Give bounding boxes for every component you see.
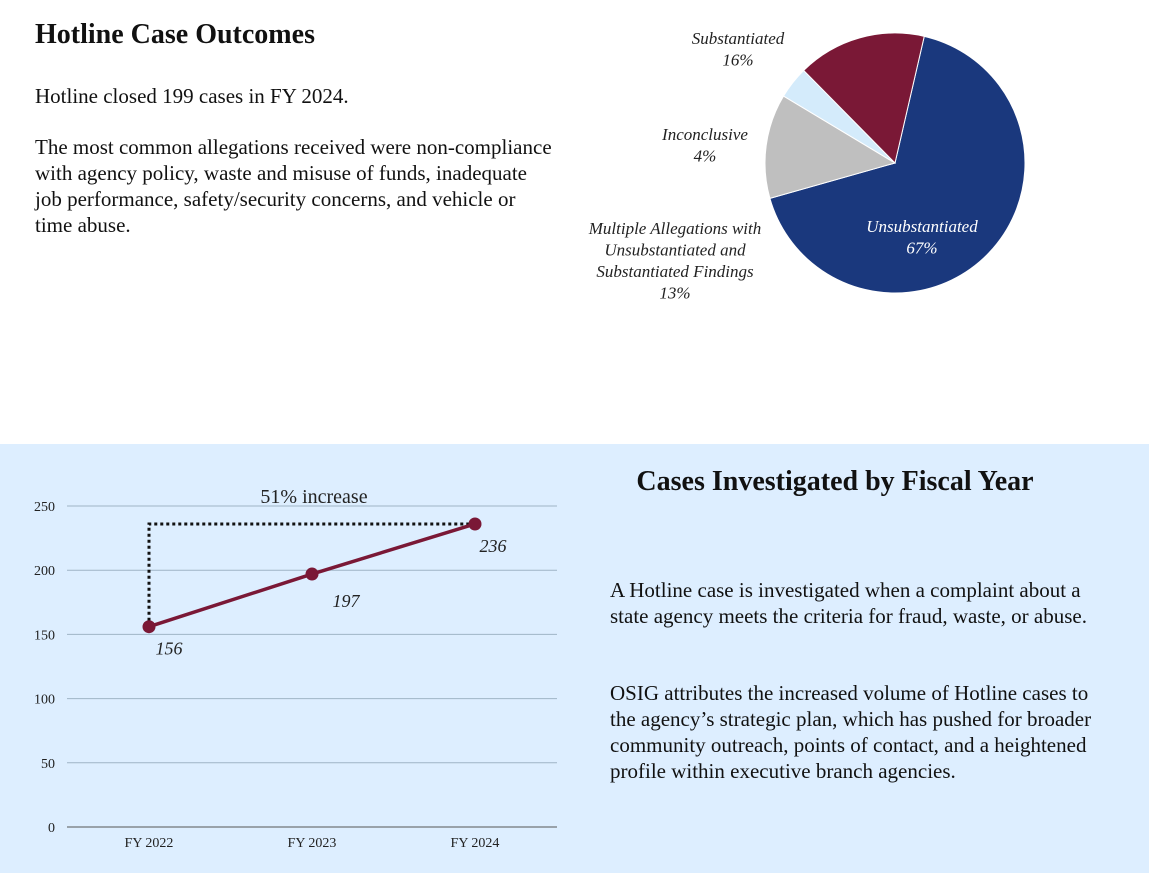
pie-label-unsubstantiated: Unsubstantiated 67%	[866, 217, 978, 258]
increase-bracket	[147, 522, 475, 627]
x-tick-fy-2023: FY 2023	[288, 836, 337, 851]
y-tick-150: 150	[34, 628, 55, 643]
data-point-fy-2024	[468, 517, 482, 531]
y-tick-100: 100	[34, 693, 55, 708]
pie-slice-substantiated	[803, 32, 925, 164]
cases-line-chart: 0 50 100 150 200 250 FY 2022 FY 2023 FY 2024 51% …	[34, 486, 557, 851]
data-label-fy-2022: 156	[156, 639, 183, 659]
data-point-fy-2022	[142, 620, 156, 634]
x-tick-fy-2022: FY 2022	[125, 836, 174, 851]
data-label-fy-2024: 236	[480, 536, 507, 556]
data-label-fy-2023: 197	[333, 591, 361, 611]
y-tick-250: 250	[34, 500, 55, 515]
pie-slice-unsubstantiated	[769, 35, 1026, 294]
pie-label-multiple-allegations-with-unsubstantiated-and-substantiated-findings: Multiple Allegations with Unsubstantiated…	[588, 219, 762, 303]
investigated-paragraph-1: A Hotline case is investigated when a co…	[610, 578, 1087, 628]
allegations-paragraph: The most common allegations received wer…	[35, 135, 552, 237]
y-tick-200: 200	[34, 564, 55, 579]
outcomes-title: Hotline Case Outcomes	[35, 19, 315, 50]
pie-label-inconclusive: Inconclusive 4%	[661, 125, 748, 166]
investigated-section	[0, 444, 1149, 873]
pie-label-substantiated: Substantiated 16%	[692, 29, 785, 70]
outcomes-pie-chart: Unsubstantiated 67% Multiple Allegations w…	[588, 29, 1026, 303]
investigated-paragraph-2: OSIG attributes the increased volume of …	[610, 681, 1092, 783]
outcomes-summary: Hotline closed 199 cases in FY 2024.	[35, 84, 349, 108]
y-tick-0: 0	[48, 821, 55, 836]
y-tick-50: 50	[41, 757, 55, 772]
x-tick-fy-2024: FY 2024	[451, 836, 500, 851]
increase-annotation: 51% increase	[260, 486, 367, 508]
investigated-title: Cases Investigated by Fiscal Year	[636, 466, 1034, 497]
pie-slice-multiple-allegations-with-unsubstantiated-and-substantiated-findings	[764, 95, 897, 200]
data-point-fy-2023	[305, 567, 319, 581]
